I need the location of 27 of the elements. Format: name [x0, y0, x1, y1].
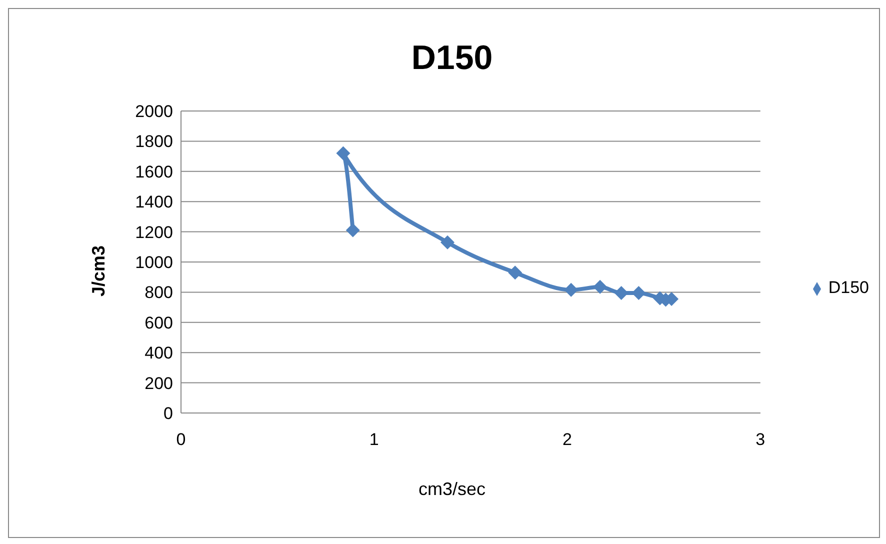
x-tick-label: 3 [756, 430, 766, 450]
point [440, 235, 455, 250]
x-tick-label: 0 [176, 430, 186, 450]
y-axis-title: J/cm3 [88, 245, 110, 297]
y-tick-label: 600 [144, 313, 173, 332]
y-tick-label: 400 [144, 344, 173, 363]
y-tick-label: 800 [144, 283, 173, 302]
y-tick-label: 1800 [135, 132, 173, 152]
x-tick-label: 2 [562, 430, 572, 450]
y-tick-label: 0 [164, 404, 173, 424]
x-tick-label: 1 [369, 430, 379, 450]
y-tick-label: 1400 [135, 192, 173, 212]
y-tick-label: 1600 [135, 162, 173, 182]
chart-title: D150 [410, 39, 494, 78]
y-tick-label: 200 [144, 374, 173, 393]
point [336, 146, 350, 160]
point [508, 266, 522, 280]
legend-label: D150 [828, 278, 869, 297]
point [632, 286, 646, 300]
point [564, 282, 578, 297]
point [593, 280, 608, 294]
point [614, 286, 628, 300]
y-tick-label: 1000 [135, 253, 173, 272]
y-tick-label: 1200 [135, 222, 173, 242]
x-axis-title: cm3/sec [417, 479, 487, 500]
y-tick-label: 2000 [135, 102, 173, 122]
point [346, 223, 360, 238]
